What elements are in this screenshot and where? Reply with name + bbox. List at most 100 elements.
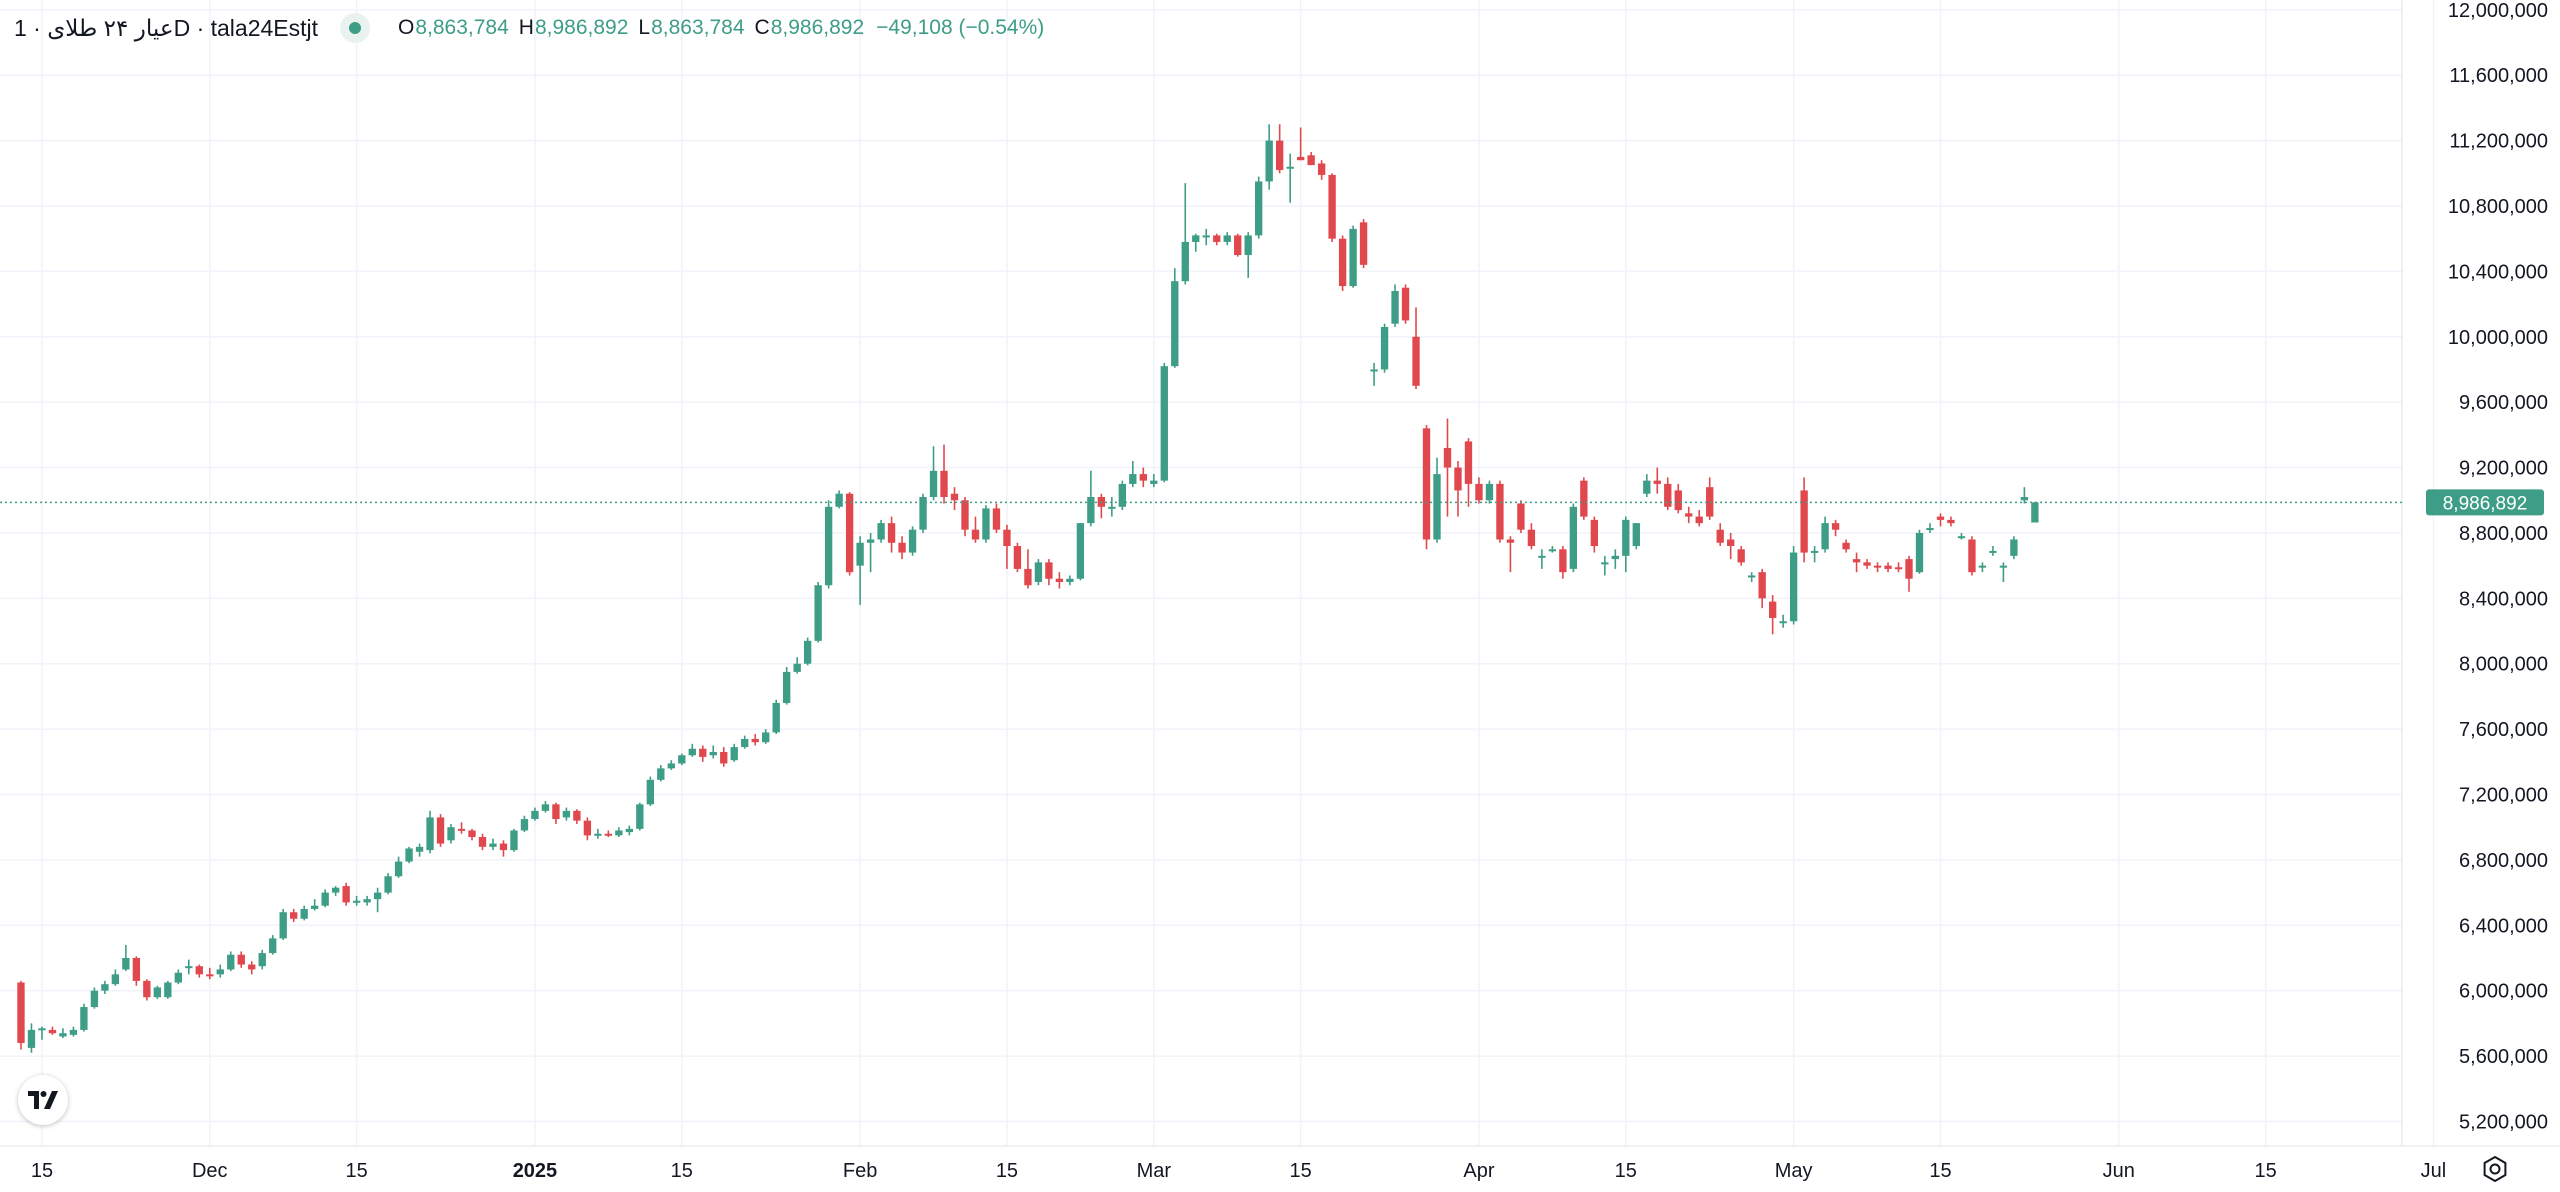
candle-body	[1580, 480, 1588, 517]
candle-body	[132, 957, 141, 981]
candle-body	[101, 984, 109, 991]
time-tick-label: Mar	[1137, 1160, 1172, 1182]
price-tick-label: 8,800,000	[2459, 523, 2548, 545]
candle-body	[1139, 474, 1147, 481]
candle-body	[562, 810, 571, 818]
candle-body	[1003, 529, 1011, 547]
candle-up	[594, 828, 602, 839]
candle-down	[1727, 532, 1735, 560]
candle-body	[1307, 155, 1315, 166]
candle-body	[1789, 552, 1798, 622]
candle-up	[426, 810, 434, 854]
candle-body	[1181, 241, 1189, 282]
candle-body	[1664, 483, 1672, 507]
time-tick-label: 15	[346, 1160, 368, 1182]
time-tick-label: 15	[31, 1160, 53, 1182]
candle-down	[436, 814, 445, 847]
candle-up	[59, 1028, 67, 1039]
time-tick-label: 15	[1290, 1160, 1312, 1182]
symbol-title[interactable]: عیار ۲۴ طلای · 1D · tala24Estjt	[14, 14, 319, 41]
price-tick-label: 8,400,000	[2459, 588, 2548, 610]
time-axis[interactable]: 15 Dec 15 2025 15 Feb 15 Mar 15 Apr 15 May 15 Jun 15 Ju…	[31, 1160, 2560, 1182]
candle-body	[1884, 565, 1892, 569]
candle-body	[594, 833, 602, 836]
candle-down	[1695, 510, 1703, 527]
candle-body	[1800, 490, 1808, 553]
candle-body	[1286, 166, 1294, 169]
candle-body	[720, 752, 728, 764]
candle-body	[1087, 496, 1095, 524]
candle-up	[2031, 501, 2039, 523]
candle-up	[919, 493, 927, 533]
candle-body	[1737, 549, 1745, 563]
candle-body	[311, 905, 319, 909]
candle-body	[269, 938, 277, 954]
price-tick-label: 9,600,000	[2459, 392, 2548, 414]
candle-body	[940, 470, 948, 497]
price-axis[interactable]: 5,200,000 5,600,000 6,000,000 6,400,000 6,80…	[2448, 0, 2548, 1133]
candle-up	[311, 899, 319, 911]
price-tick-label: 6,000,000	[2459, 981, 2548, 1003]
candle-body	[1296, 156, 1305, 161]
candle-body	[1328, 174, 1336, 239]
candle-body	[636, 804, 644, 829]
chart-grid	[0, 0, 2435, 1146]
candle-up	[1548, 546, 1557, 553]
low-value: 8,863,784	[651, 16, 745, 39]
candle-down	[887, 516, 896, 553]
candle-up	[1192, 233, 1200, 252]
candle-body	[248, 964, 256, 970]
candle-down	[457, 822, 466, 834]
candle-down	[1464, 438, 1473, 507]
candle-body	[877, 523, 885, 540]
candle-up	[1821, 516, 1829, 553]
candle-up	[1748, 572, 1756, 582]
candle-body	[1873, 565, 1882, 568]
candle-body	[237, 954, 245, 965]
candle-body	[709, 752, 717, 756]
candle-body	[447, 827, 455, 841]
candle-down	[1559, 546, 1567, 579]
candle-body	[426, 817, 434, 851]
candle-body	[1391, 290, 1399, 324]
candle-down	[1936, 513, 1945, 527]
candle-up	[520, 815, 529, 833]
candle-down	[1359, 219, 1368, 269]
candle-down	[1496, 480, 1504, 543]
candle-body	[1380, 326, 1389, 370]
tradingview-logo[interactable]	[18, 1075, 68, 1125]
candle-body	[1275, 140, 1284, 171]
candle-body	[1590, 519, 1599, 547]
candle-body	[1957, 536, 1966, 539]
settings-gear-icon[interactable]	[2480, 1154, 2510, 1184]
candle-down	[1800, 477, 1808, 563]
candle-body	[69, 1029, 78, 1035]
candle-up	[636, 802, 644, 831]
candle-body	[1622, 519, 1630, 556]
candle-down	[1443, 418, 1452, 517]
price-tick-label: 7,200,000	[2459, 785, 2548, 807]
candle-body	[1894, 567, 1903, 570]
candle-body	[1265, 140, 1273, 182]
candle-down	[950, 487, 959, 511]
candle-up	[269, 935, 277, 955]
market-status-indicator[interactable]	[340, 13, 371, 43]
candle-body	[1464, 441, 1473, 484]
candle-down	[132, 956, 141, 986]
candle-body	[1443, 447, 1452, 468]
candle-body	[1842, 542, 1850, 550]
candle-up	[1076, 523, 1085, 581]
candle-body	[90, 990, 99, 1008]
candle-body	[1758, 572, 1766, 599]
candle-down	[1213, 233, 1221, 246]
candle-body	[1915, 532, 1924, 573]
candle-body	[1706, 487, 1714, 517]
candle-body	[38, 1028, 46, 1031]
candle-body	[688, 748, 696, 756]
candle-body	[1433, 474, 1441, 540]
candle-up	[709, 745, 717, 759]
candle-down	[1422, 425, 1431, 550]
candle-down	[1296, 127, 1305, 161]
time-tick-label: 15	[1615, 1160, 1637, 1182]
